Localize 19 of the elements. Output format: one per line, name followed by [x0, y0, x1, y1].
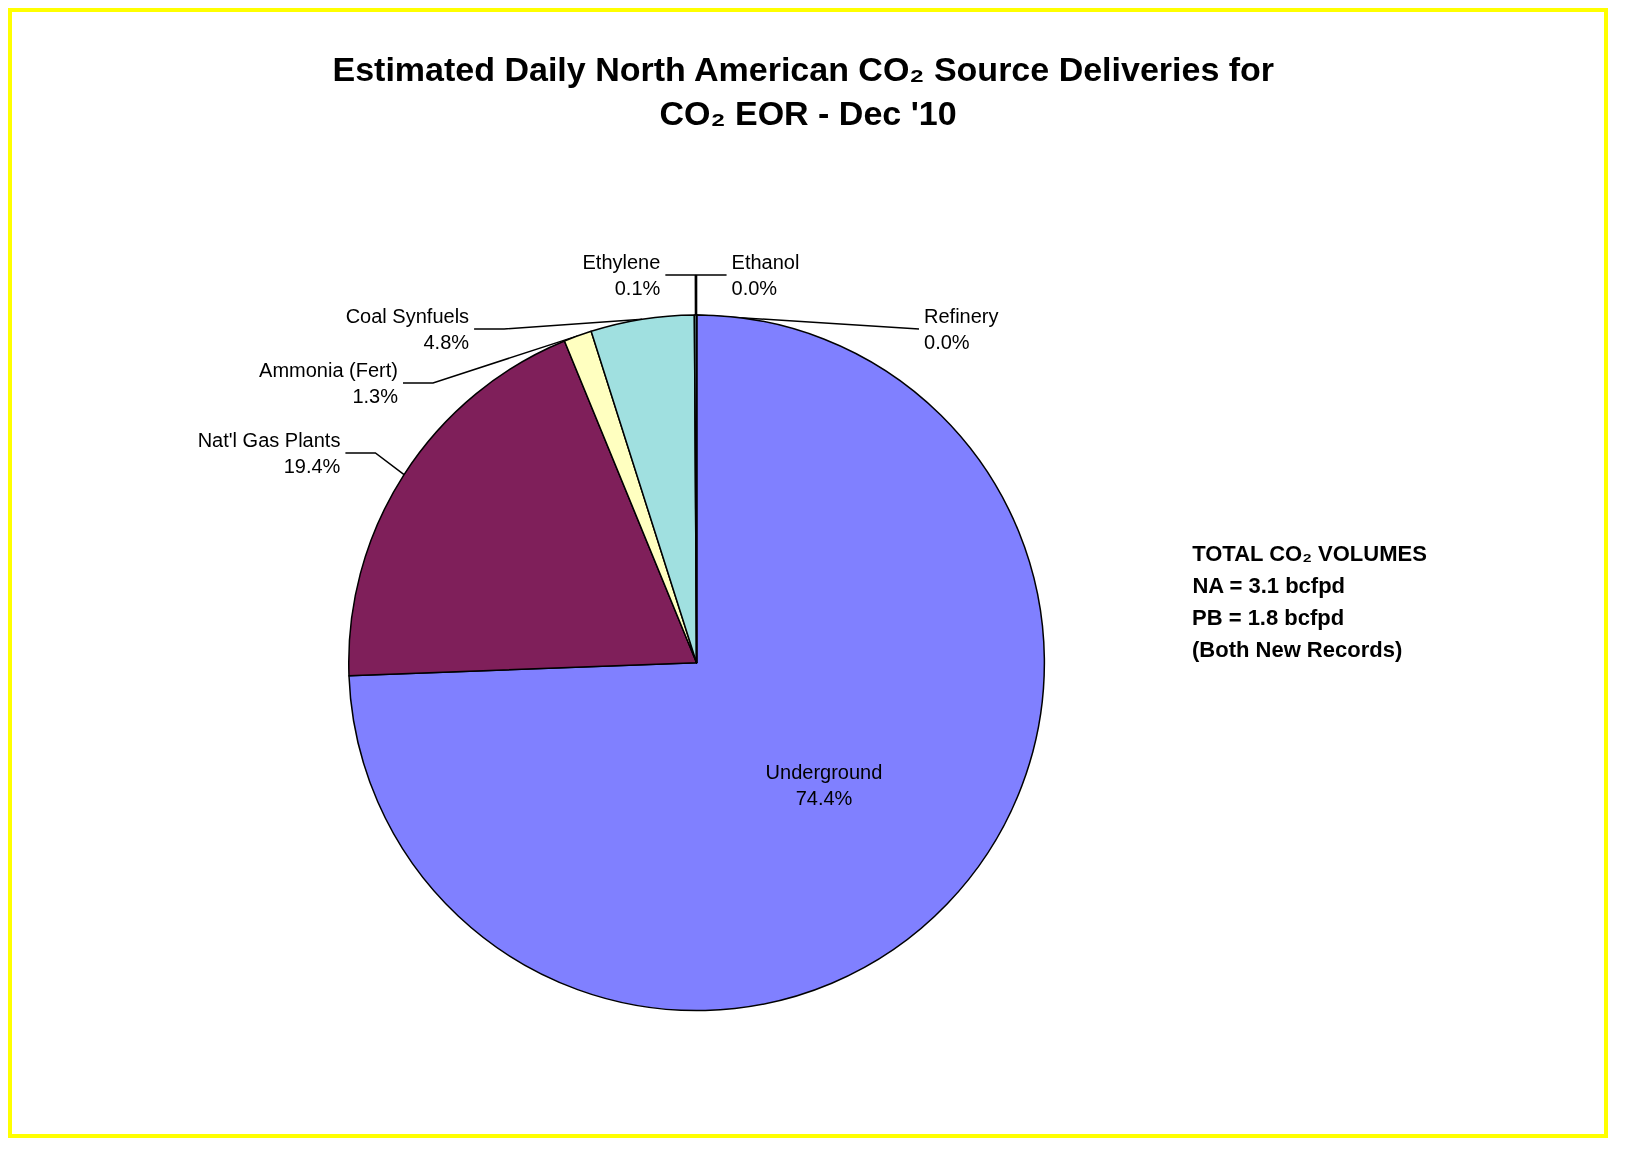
text: NA = 3.1 bcfpd: [1192, 572, 1346, 598]
chart-title: Estimated Daily North American CO₂ Source Deliveries for CO₂ EOR - Dec '10: [332, 50, 1284, 132]
slice-label: Ethylene: [582, 250, 661, 273]
text: TOTAL CO₂ VOLUMES: [1192, 540, 1427, 566]
category-label: Ethanol: [731, 250, 800, 273]
data-label: 4.8%: [423, 330, 470, 353]
text: PB = 1.8 bcfpd: [1191, 604, 1345, 630]
data-label: 1.3%: [352, 384, 399, 407]
text: 0.0%: [924, 330, 970, 353]
data-label: 19.4%: [283, 454, 341, 477]
data-label: 74.4%: [795, 787, 853, 810]
data-label: 0.1%: [614, 276, 661, 299]
text: (Both New Records): [1191, 636, 1403, 662]
slice-label: Nat'l Gas Plants: [197, 428, 341, 451]
text: 0.0%: [731, 276, 778, 299]
slice-label: Underground: [765, 761, 883, 784]
slice-label: Ammonia (Fert): [259, 358, 398, 381]
category-label: Refinery: [924, 304, 999, 327]
slice-label: Coal Synfuels: [345, 304, 470, 327]
